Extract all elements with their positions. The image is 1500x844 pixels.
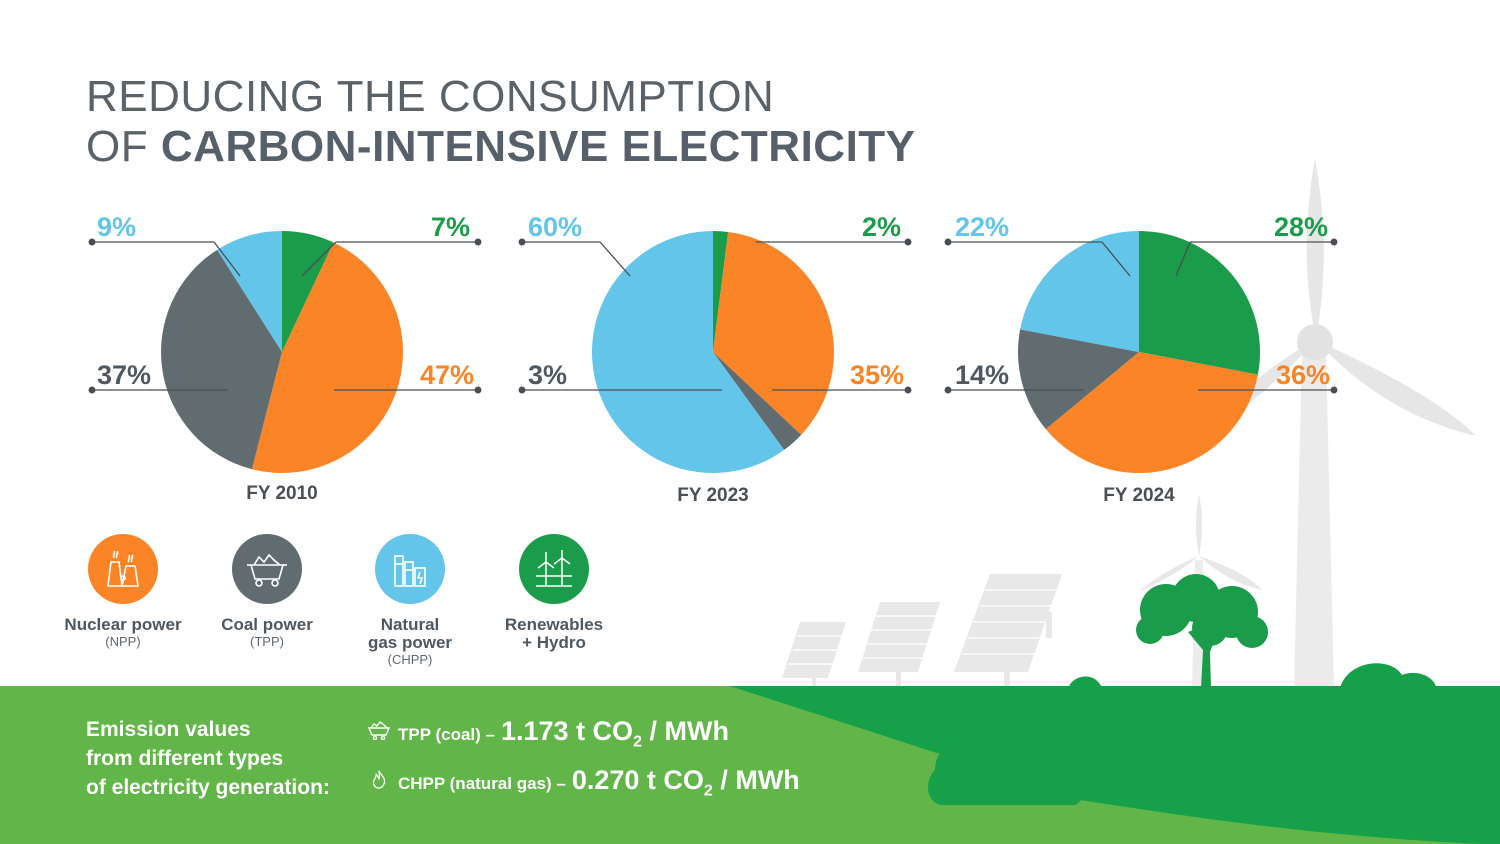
pie-slice-gas xyxy=(1020,231,1139,352)
emission-row-coal: TPP (coal) – 1.173 t CO2 / MWh xyxy=(366,716,729,751)
emissions-title: Emission values from different types of … xyxy=(86,715,330,802)
legend-item-nuclear: Nuclear power (NPP) xyxy=(43,534,203,650)
legend-circle-coal xyxy=(232,534,302,604)
legend-item-gas: Natural gas power (CHPP) xyxy=(330,534,490,668)
label-fy2024-gas: 22% xyxy=(955,212,1010,242)
label-fy2023-nuclear: 35% xyxy=(849,360,904,390)
pie-slice-gas xyxy=(217,231,282,352)
wind-turbine-icon xyxy=(536,550,572,587)
ground-dark xyxy=(730,686,1500,844)
page-title: REDUCING THE CONSUMPTION OF CARBON-INTEN… xyxy=(86,72,916,172)
legend-label-renewables: Renewables + Hydro xyxy=(474,616,634,652)
legend-label-gas-line1: Natural xyxy=(380,615,440,634)
legend-label-gas: Natural gas power xyxy=(330,616,490,652)
emission-label-coal: TPP (coal) – xyxy=(398,725,495,744)
legend-item-renewables: Renewables + Hydro xyxy=(474,534,634,652)
pie-slice-coal xyxy=(1017,329,1139,430)
title-line-2: OF CARBON-INTENSIVE ELECTRICITY xyxy=(86,122,916,172)
pie-slice-renewables xyxy=(1139,231,1261,375)
title-line-2-prefix: OF xyxy=(86,122,161,171)
legend-label-gas-line2: gas power xyxy=(367,633,453,652)
legend-label-nuclear: Nuclear power xyxy=(64,615,182,634)
label-fy2024-nuclear: 36% xyxy=(1275,360,1330,390)
label-fy2010-renewables: 7% xyxy=(430,212,470,242)
emission-value-gas: 0.270 t CO2 / MWh xyxy=(572,765,800,800)
bushes xyxy=(928,663,1437,805)
legend-sub-gas: (CHPP) xyxy=(387,652,433,667)
coal-cart-icon xyxy=(247,553,287,587)
label-fy2010-gas: 9% xyxy=(97,212,137,242)
title-line-1: REDUCING THE CONSUMPTION xyxy=(86,72,775,121)
legend-label-renewables-line2: + Hydro xyxy=(522,633,586,652)
gas-plant-icon xyxy=(394,555,426,587)
label-fy2010-coal: 37% xyxy=(97,360,152,390)
emission-row-gas: CHPP (natural gas) – 0.270 t CO2 / MWh xyxy=(366,765,800,800)
pie-slice-nuclear xyxy=(713,231,835,435)
label-fy2023-renewables: 2% xyxy=(861,212,901,242)
pie-chart-fy2023 xyxy=(591,231,835,473)
emission-value-gas-unit: / MWh xyxy=(712,765,800,795)
emission-value-gas-main: 0.270 t CO xyxy=(571,765,704,795)
chart-title-fy2010: FY 2010 xyxy=(246,483,318,504)
pie-chart-fy2024 xyxy=(1017,231,1261,474)
emission-value-coal-main: 1.173 t CO xyxy=(501,716,634,746)
legend-sub-nuclear: (NPP) xyxy=(105,634,141,649)
emissions-title-line3: of electricity generation: xyxy=(86,776,330,799)
legend-item-coal: Coal power (TPP) xyxy=(187,534,347,650)
pie-slice-gas xyxy=(591,231,785,473)
legend-sub-coal: (TPP) xyxy=(250,634,284,649)
emission-value-coal-unit: / MWh xyxy=(641,716,729,746)
emission-value-gas-sub: 2 xyxy=(703,782,713,800)
legend-circle-gas xyxy=(375,534,445,604)
emissions-title-line1: Emission values xyxy=(86,718,251,741)
legend-circle-nuclear xyxy=(88,534,158,604)
label-fy2024-renewables: 28% xyxy=(1273,212,1328,242)
legend-circle-renewables xyxy=(519,534,589,604)
emissions-title-line2: from different types xyxy=(86,747,284,770)
label-fy2010-nuclear: 47% xyxy=(419,360,474,390)
nuclear-plant-icon xyxy=(107,550,139,587)
coal-cart-icon xyxy=(367,721,391,740)
pie-slice-renewables xyxy=(282,231,334,352)
chart-title-fy2023: FY 2023 xyxy=(677,485,749,506)
pie-chart-fy2010 xyxy=(160,231,403,473)
tree xyxy=(1136,574,1268,688)
chart-title-fy2024: FY 2024 xyxy=(1103,485,1175,506)
label-fy2023-gas: 60% xyxy=(528,212,583,242)
pie-slice-nuclear xyxy=(1045,352,1258,474)
pie-slice-nuclear xyxy=(251,242,403,473)
legend-label-renewables-line1: Renewables xyxy=(504,615,604,634)
title-line-2-bold: CARBON-INTENSIVE ELECTRICITY xyxy=(160,122,916,171)
flame-icon xyxy=(372,770,386,789)
emission-label-gas: CHPP (natural gas) – xyxy=(398,774,566,793)
pie-slice-coal xyxy=(160,249,282,470)
legend-label-coal: Coal power xyxy=(221,615,313,634)
emission-value-coal-sub: 2 xyxy=(633,733,642,751)
pie-slice-renewables xyxy=(713,231,729,352)
label-fy2024-coal: 14% xyxy=(955,360,1010,390)
emission-value-coal: 1.173 t CO2 / MWh xyxy=(501,716,729,751)
pie-slice-coal xyxy=(713,352,802,450)
label-fy2023-coal: 3% xyxy=(528,360,568,390)
